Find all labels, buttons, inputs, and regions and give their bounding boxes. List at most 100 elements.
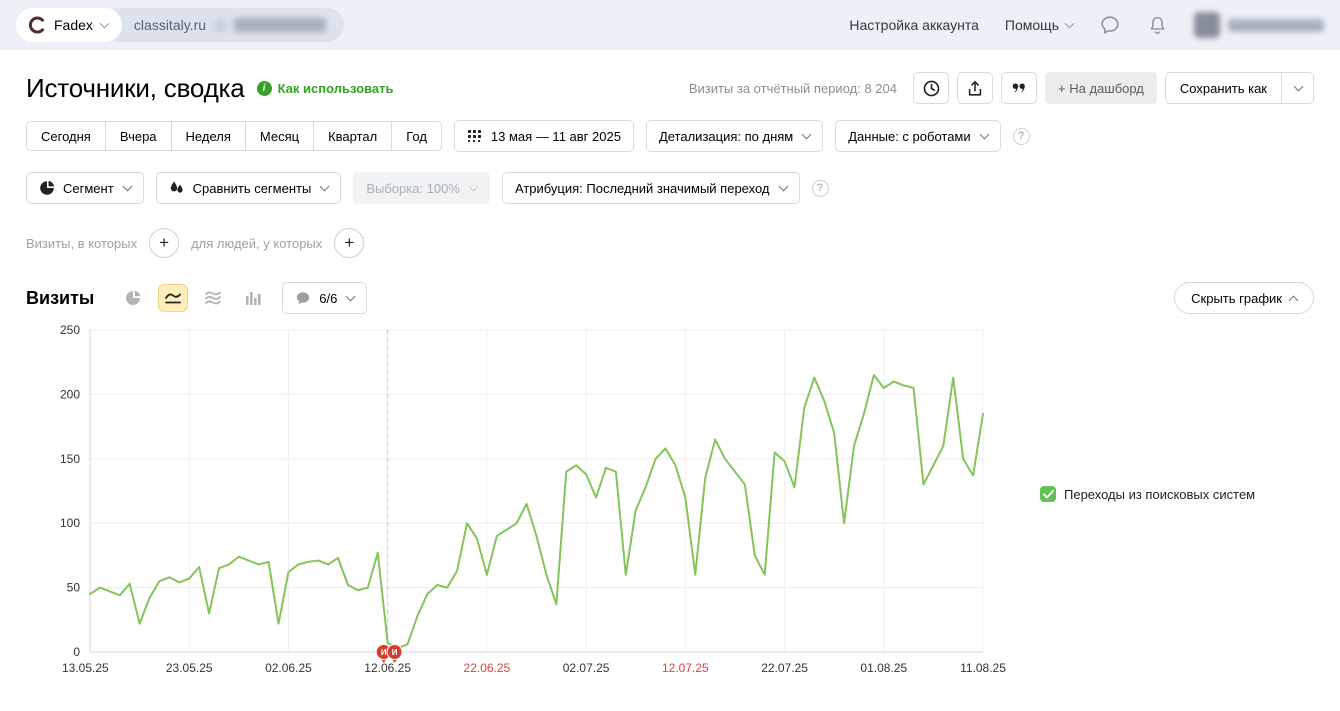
- period-tab-3[interactable]: Месяц: [244, 121, 315, 151]
- period-tab-5[interactable]: Год: [391, 121, 442, 151]
- counter-dropdown[interactable]: Fadex: [16, 8, 122, 42]
- report-header: Источники, сводка i Как использовать Виз…: [26, 72, 1314, 104]
- drops-icon: [170, 181, 183, 193]
- site-domain: classitaly.ru: [133, 17, 207, 33]
- detalization-label: Детализация: по дням: [658, 128, 794, 144]
- attribution-label: Атрибуция: Последний значимый переход: [514, 180, 770, 196]
- chevron-down-icon: [99, 18, 110, 29]
- topbar: Fadex classitaly.ru Настройка аккаунта П…: [0, 0, 1340, 50]
- counter-name: Fadex: [54, 17, 93, 33]
- how-to-use-label: Как использовать: [277, 80, 394, 96]
- period-tab-4[interactable]: Квартал: [313, 121, 393, 151]
- export-icon: [968, 80, 982, 96]
- bell-icon[interactable]: [1147, 14, 1168, 36]
- period-tab-2[interactable]: Неделя: [170, 121, 246, 151]
- chart-type-line-button[interactable]: [158, 284, 189, 312]
- chart-type-pie-button[interactable]: [118, 284, 148, 312]
- add-people-condition-button[interactable]: +: [334, 228, 365, 258]
- columns-chart-icon: [246, 292, 261, 305]
- hide-chart-label: Скрыть график: [1191, 290, 1282, 306]
- add-visit-condition-button[interactable]: +: [149, 228, 180, 258]
- conditions-row: Визиты, в которых + для людей, у которых…: [26, 228, 1314, 258]
- chart-metric-title: Визиты: [26, 287, 95, 308]
- save-as-split-button: Сохранить как: [1164, 72, 1314, 104]
- account-settings-link[interactable]: Настройка аккаунта: [849, 17, 979, 33]
- y-axis-label: 100: [60, 516, 80, 530]
- chevron-down-icon: [979, 129, 990, 140]
- people-condition-label: для людей, у которых: [191, 235, 323, 251]
- detalization-dropdown[interactable]: Детализация: по дням: [645, 120, 824, 152]
- visits-line: [89, 374, 984, 650]
- legend-checkbox-checked[interactable]: [1040, 486, 1056, 502]
- user-menu[interactable]: [1194, 12, 1324, 38]
- chevron-up-icon: [1288, 295, 1299, 305]
- help-question-icon[interactable]: ?: [1012, 127, 1030, 145]
- account-settings-label: Настройка аккаунта: [849, 17, 979, 33]
- visits-condition-label: Визиты, в которых: [26, 235, 138, 251]
- visits-chart[interactable]: 0 50 100 150 200 250 13.05.25 23.05.25 02.06.25 1…: [26, 318, 1006, 696]
- segment-filter-row: Сегмент Сравнить сегменты Выборка: 100% …: [26, 172, 1314, 204]
- help-menu[interactable]: Помощь: [1005, 17, 1075, 33]
- info-icon: i: [256, 80, 272, 96]
- sampling-dropdown: Выборка: 100%: [353, 172, 490, 204]
- chart-type-columns-button[interactable]: [238, 284, 268, 312]
- x-axis-label: 02.07.25: [563, 661, 610, 675]
- x-axis-label: 23.05.25: [166, 661, 213, 675]
- visits-period-note: Визиты за отчётный период: 8 204: [689, 81, 897, 96]
- save-as-button[interactable]: Сохранить как: [1179, 80, 1267, 96]
- annotation-marker[interactable]: [386, 644, 403, 660]
- legend-label: Переходы из поисковых систем: [1064, 486, 1256, 502]
- segment-dropdown[interactable]: Сегмент: [26, 172, 144, 204]
- comment-bubble-icon: [297, 291, 310, 304]
- sampling-label: Выборка: 100%: [366, 180, 460, 196]
- visits-period-label: Визиты за отчётный период:: [688, 80, 861, 96]
- how-to-use-link[interactable]: i Как использовать: [256, 80, 394, 96]
- chevron-down-icon: [345, 291, 356, 302]
- export-button[interactable]: [957, 72, 994, 104]
- save-as-dropdown[interactable]: [1281, 73, 1313, 103]
- compare-segments-dropdown[interactable]: Сравнить сегменты: [155, 172, 342, 204]
- redacted-username: [1228, 18, 1324, 32]
- data-mode-dropdown[interactable]: Данные: с роботами: [835, 120, 1001, 152]
- x-axis-label: 02.06.25: [265, 661, 312, 675]
- check-icon: [1042, 489, 1054, 498]
- comments-dropdown[interactable]: 6/6: [282, 282, 368, 314]
- x-axis-label: 12.07.25: [662, 661, 709, 675]
- avatar: [1194, 12, 1220, 38]
- period-tab-1[interactable]: Вчера: [104, 121, 172, 151]
- y-axis-label: 200: [60, 387, 80, 401]
- annotations-button[interactable]: [1001, 72, 1038, 104]
- y-axis-label: 150: [60, 452, 80, 466]
- line-chart-icon: [165, 293, 182, 304]
- attribution-dropdown[interactable]: Атрибуция: Последний значимый переход: [501, 172, 800, 204]
- x-axis-label: 22.07.25: [761, 661, 808, 675]
- chevron-down-icon: [1293, 81, 1304, 92]
- hide-chart-button[interactable]: Скрыть график: [1174, 282, 1314, 314]
- schedule-button[interactable]: [913, 72, 950, 104]
- y-axis-label: 50: [67, 581, 81, 595]
- y-axis-label: 250: [60, 323, 80, 337]
- period-tab-0[interactable]: Сегодня: [26, 121, 106, 151]
- annotation-marker-letter: И: [392, 648, 398, 657]
- data-mode-label: Данные: с роботами: [848, 128, 971, 144]
- redacted-counter-id: [234, 18, 327, 32]
- chevron-down-icon: [319, 181, 330, 192]
- chart-type-area-button[interactable]: [198, 284, 228, 312]
- compare-segments-label: Сравнить сегменты: [192, 180, 312, 196]
- chat-icon[interactable]: [1099, 14, 1121, 36]
- period-filter-row: Сегодня Вчера Неделя Месяц Квартал Год 13 мая…: [26, 120, 1314, 152]
- annotation-marker-letter: И: [381, 648, 387, 657]
- report-page: Источники, сводка i Как использовать Виз…: [0, 72, 1340, 698]
- x-axis-label: 11.08.25: [960, 661, 1006, 675]
- header-actions: Визиты за отчётный период: 8 204: [689, 72, 1314, 104]
- x-axis-label: 12.06.25: [364, 661, 411, 675]
- pie-icon: [40, 180, 55, 195]
- add-to-dashboard-button[interactable]: + На дашборд: [1045, 72, 1157, 104]
- date-range-button[interactable]: 13 мая — 11 авг 2025: [453, 120, 634, 152]
- comments-count: 6/6: [319, 290, 338, 306]
- help-question-icon[interactable]: ?: [811, 179, 829, 197]
- site-pill[interactable]: classitaly.ru: [101, 8, 345, 42]
- legend-item-search-traffic[interactable]: Переходы из поисковых систем: [1040, 486, 1255, 502]
- period-tab-group: Сегодня Вчера Неделя Месяц Квартал Год: [26, 121, 442, 151]
- segment-label: Сегмент: [63, 180, 114, 196]
